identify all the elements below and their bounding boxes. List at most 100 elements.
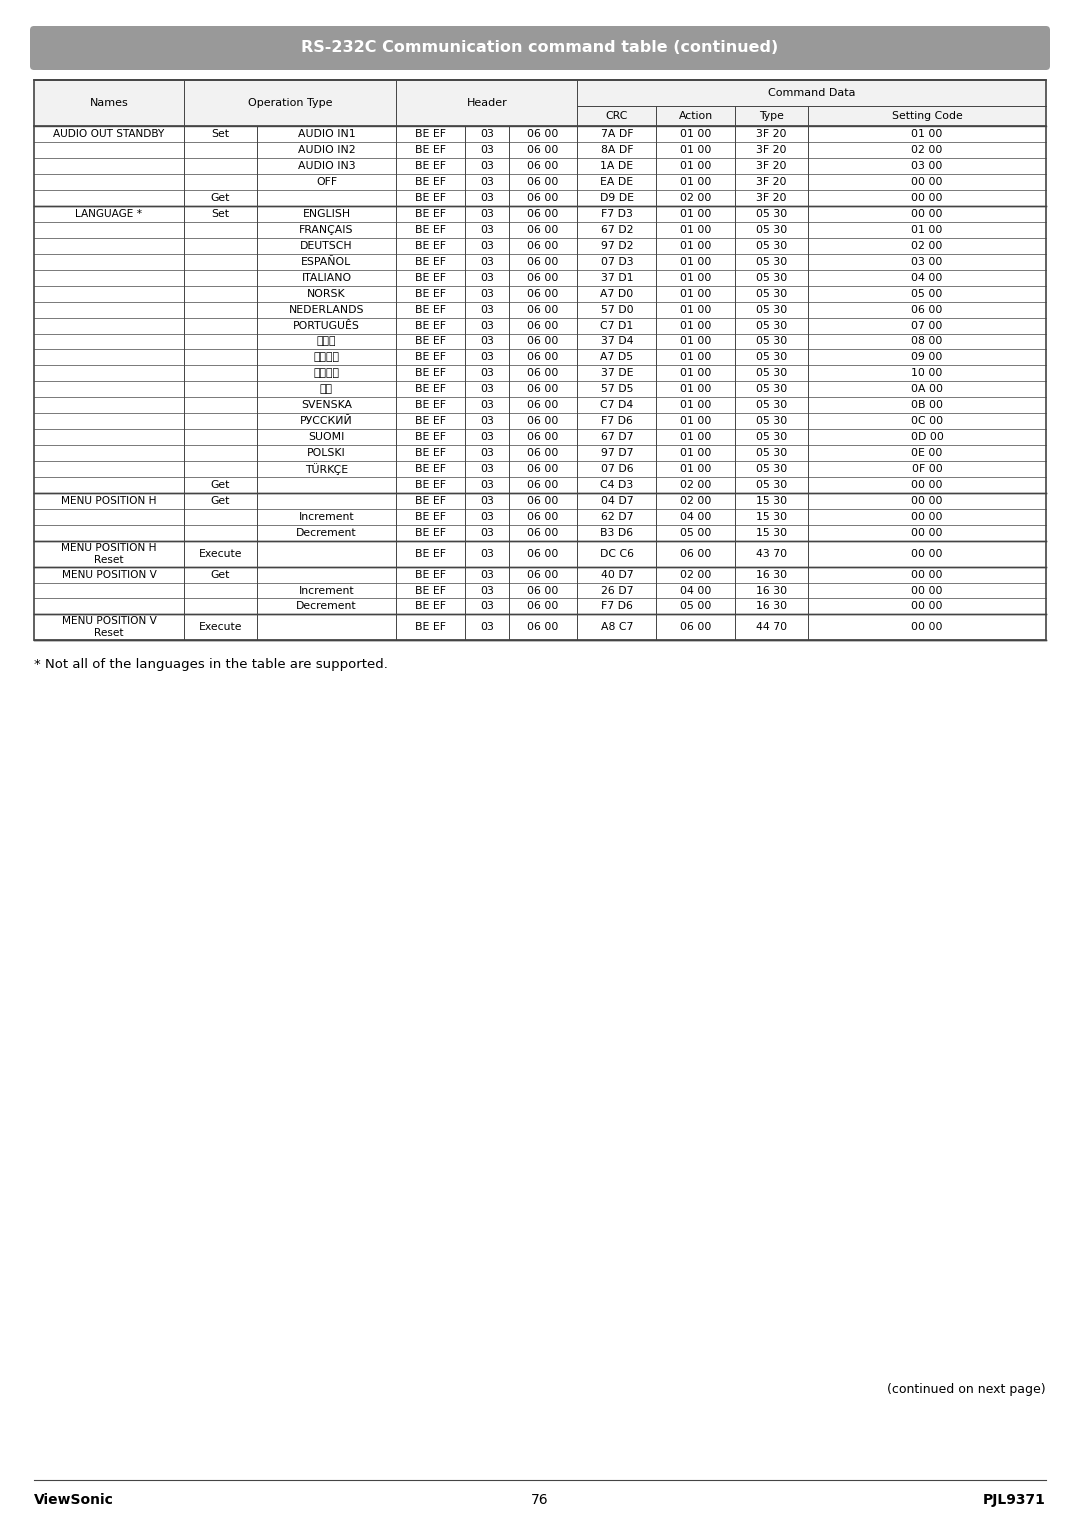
Text: 03: 03 (480, 129, 494, 139)
Text: 62 D7: 62 D7 (600, 512, 633, 522)
Text: 06 00: 06 00 (527, 146, 558, 155)
Text: BE EF: BE EF (415, 417, 446, 426)
Text: 03: 03 (480, 570, 494, 579)
Text: РУССКИЙ: РУССКИЙ (300, 417, 353, 426)
Text: 01 00: 01 00 (680, 146, 712, 155)
Text: 05 30: 05 30 (756, 337, 787, 346)
Text: 00 00: 00 00 (912, 622, 943, 633)
Text: 37 DE: 37 DE (600, 368, 633, 378)
Text: Names: Names (90, 98, 129, 107)
Text: D9 DE: D9 DE (599, 193, 634, 202)
Text: FRANÇAIS: FRANÇAIS (299, 225, 354, 234)
Text: 03: 03 (480, 193, 494, 202)
Text: Execute: Execute (199, 548, 242, 559)
Text: 繁體中文: 繁體中文 (313, 368, 339, 378)
Text: 03: 03 (480, 337, 494, 346)
Text: 00 00: 00 00 (912, 548, 943, 559)
Text: BE EF: BE EF (415, 257, 446, 267)
Text: 06 00: 06 00 (527, 449, 558, 458)
Text: 02 00: 02 00 (680, 496, 712, 506)
Text: 03: 03 (480, 176, 494, 187)
Text: 43 70: 43 70 (756, 548, 787, 559)
Text: 05 00: 05 00 (912, 288, 943, 299)
Text: 7A DF: 7A DF (600, 129, 633, 139)
Text: 01 00: 01 00 (680, 464, 712, 475)
Text: 05 00: 05 00 (680, 529, 712, 538)
Text: 05 30: 05 30 (756, 464, 787, 475)
Text: Get: Get (211, 480, 230, 490)
Text: ENGLISH: ENGLISH (302, 208, 351, 219)
Text: 03: 03 (480, 449, 494, 458)
Text: 05 30: 05 30 (756, 208, 787, 219)
Text: Operation Type: Operation Type (247, 98, 333, 107)
Text: 44 70: 44 70 (756, 622, 787, 633)
Text: 01 00: 01 00 (680, 417, 712, 426)
Text: 06 00: 06 00 (527, 225, 558, 234)
Text: 02 00: 02 00 (912, 241, 943, 251)
Text: 03: 03 (480, 602, 494, 611)
Text: 06 00: 06 00 (527, 464, 558, 475)
Text: BE EF: BE EF (415, 622, 446, 633)
Text: 05 30: 05 30 (756, 352, 787, 363)
Text: 04 D7: 04 D7 (600, 496, 633, 506)
Text: OFF: OFF (316, 176, 337, 187)
Text: 06 00: 06 00 (527, 337, 558, 346)
Text: 00 00: 00 00 (912, 602, 943, 611)
Text: Get: Get (211, 570, 230, 579)
Text: 00 00: 00 00 (912, 193, 943, 202)
Text: 67 D2: 67 D2 (600, 225, 633, 234)
Text: 06 00: 06 00 (527, 208, 558, 219)
Text: 06 00: 06 00 (912, 305, 943, 314)
Text: 한글: 한글 (320, 385, 333, 394)
Text: ViewSonic: ViewSonic (33, 1494, 113, 1507)
Text: F7 D6: F7 D6 (600, 602, 633, 611)
Text: LANGUAGE *: LANGUAGE * (76, 208, 143, 219)
Text: Command Data: Command Data (768, 87, 855, 98)
Text: ITALIANO: ITALIANO (301, 273, 351, 282)
Text: 03: 03 (480, 529, 494, 538)
Text: 01 00: 01 00 (680, 208, 712, 219)
Text: 3F 20: 3F 20 (756, 161, 787, 172)
Text: SVENSKA: SVENSKA (301, 400, 352, 411)
Text: 00 00: 00 00 (912, 208, 943, 219)
Text: 03: 03 (480, 496, 494, 506)
Text: Get: Get (211, 496, 230, 506)
Text: BE EF: BE EF (415, 337, 446, 346)
Text: A8 C7: A8 C7 (600, 622, 633, 633)
Text: A7 D5: A7 D5 (600, 352, 634, 363)
Text: 04 00: 04 00 (912, 273, 943, 282)
Text: 03: 03 (480, 417, 494, 426)
Text: 03: 03 (480, 273, 494, 282)
Text: BE EF: BE EF (415, 480, 446, 490)
Text: 57 D0: 57 D0 (600, 305, 633, 314)
Text: 05 30: 05 30 (756, 225, 787, 234)
Text: 10 00: 10 00 (912, 368, 943, 378)
Text: BE EF: BE EF (415, 161, 446, 172)
Text: 01 00: 01 00 (912, 129, 943, 139)
Text: 15 30: 15 30 (756, 512, 787, 522)
Text: 00 00: 00 00 (912, 529, 943, 538)
Text: 06 00: 06 00 (527, 529, 558, 538)
Text: 01 00: 01 00 (680, 368, 712, 378)
Text: 03: 03 (480, 352, 494, 363)
Text: BE EF: BE EF (415, 512, 446, 522)
Text: Decrement: Decrement (296, 529, 356, 538)
Text: DC C6: DC C6 (599, 548, 634, 559)
Text: 03: 03 (480, 305, 494, 314)
Text: BE EF: BE EF (415, 208, 446, 219)
Text: BE EF: BE EF (415, 193, 446, 202)
Text: 02 00: 02 00 (680, 193, 712, 202)
Text: 06 00: 06 00 (680, 622, 712, 633)
Text: 76: 76 (531, 1494, 549, 1507)
Text: 01 00: 01 00 (680, 352, 712, 363)
Text: 97 D2: 97 D2 (600, 241, 633, 251)
Text: NORSK: NORSK (307, 288, 346, 299)
Text: 06 00: 06 00 (527, 496, 558, 506)
Text: AUDIO IN2: AUDIO IN2 (298, 146, 355, 155)
Text: ESPAÑOL: ESPAÑOL (301, 257, 352, 267)
Text: 05 30: 05 30 (756, 320, 787, 331)
Text: C4 D3: C4 D3 (600, 480, 634, 490)
Text: 03: 03 (480, 585, 494, 596)
Text: 00 00: 00 00 (912, 570, 943, 579)
FancyBboxPatch shape (30, 26, 1050, 70)
